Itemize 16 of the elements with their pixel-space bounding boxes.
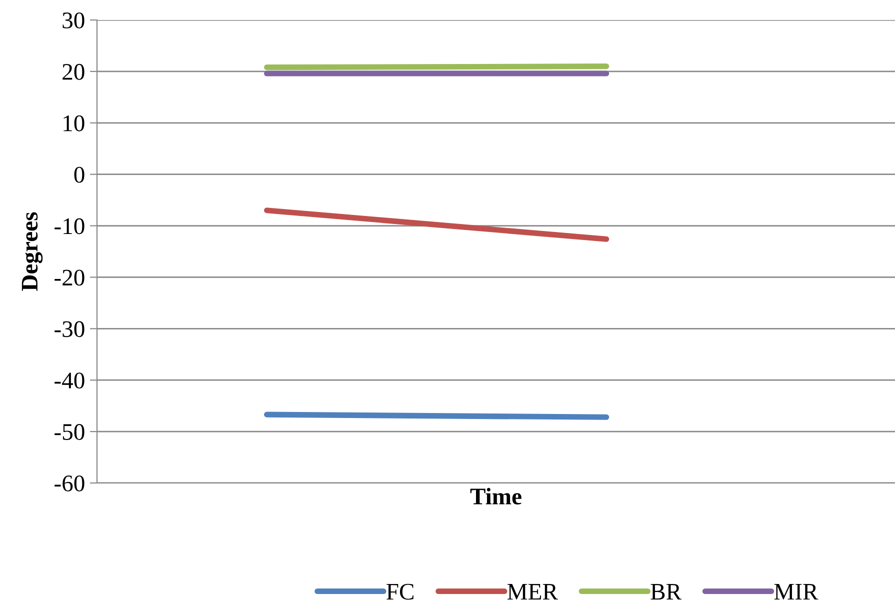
y-tick-label: 20 [62,64,84,80]
y-tick-label: -10 [54,218,84,234]
y-tick-label: -60 [54,475,84,492]
y-tick-label: -50 [54,424,84,440]
y-tick-label: -20 [54,270,84,286]
legend-label: MIR [774,584,818,600]
legend-label: BR [650,584,682,600]
legend-label: MER [507,584,558,600]
y-tick-label: -30 [54,321,84,338]
y-tick-label: 0 [74,166,84,183]
y-axis-title: Degrees [22,212,43,291]
y-tick-label: 10 [64,115,84,132]
y-tick-label: 30 [62,12,84,28]
legend-label: FC [386,584,414,600]
x-axis-title: Time [470,488,522,504]
y-tick-label: -40 [54,372,84,389]
